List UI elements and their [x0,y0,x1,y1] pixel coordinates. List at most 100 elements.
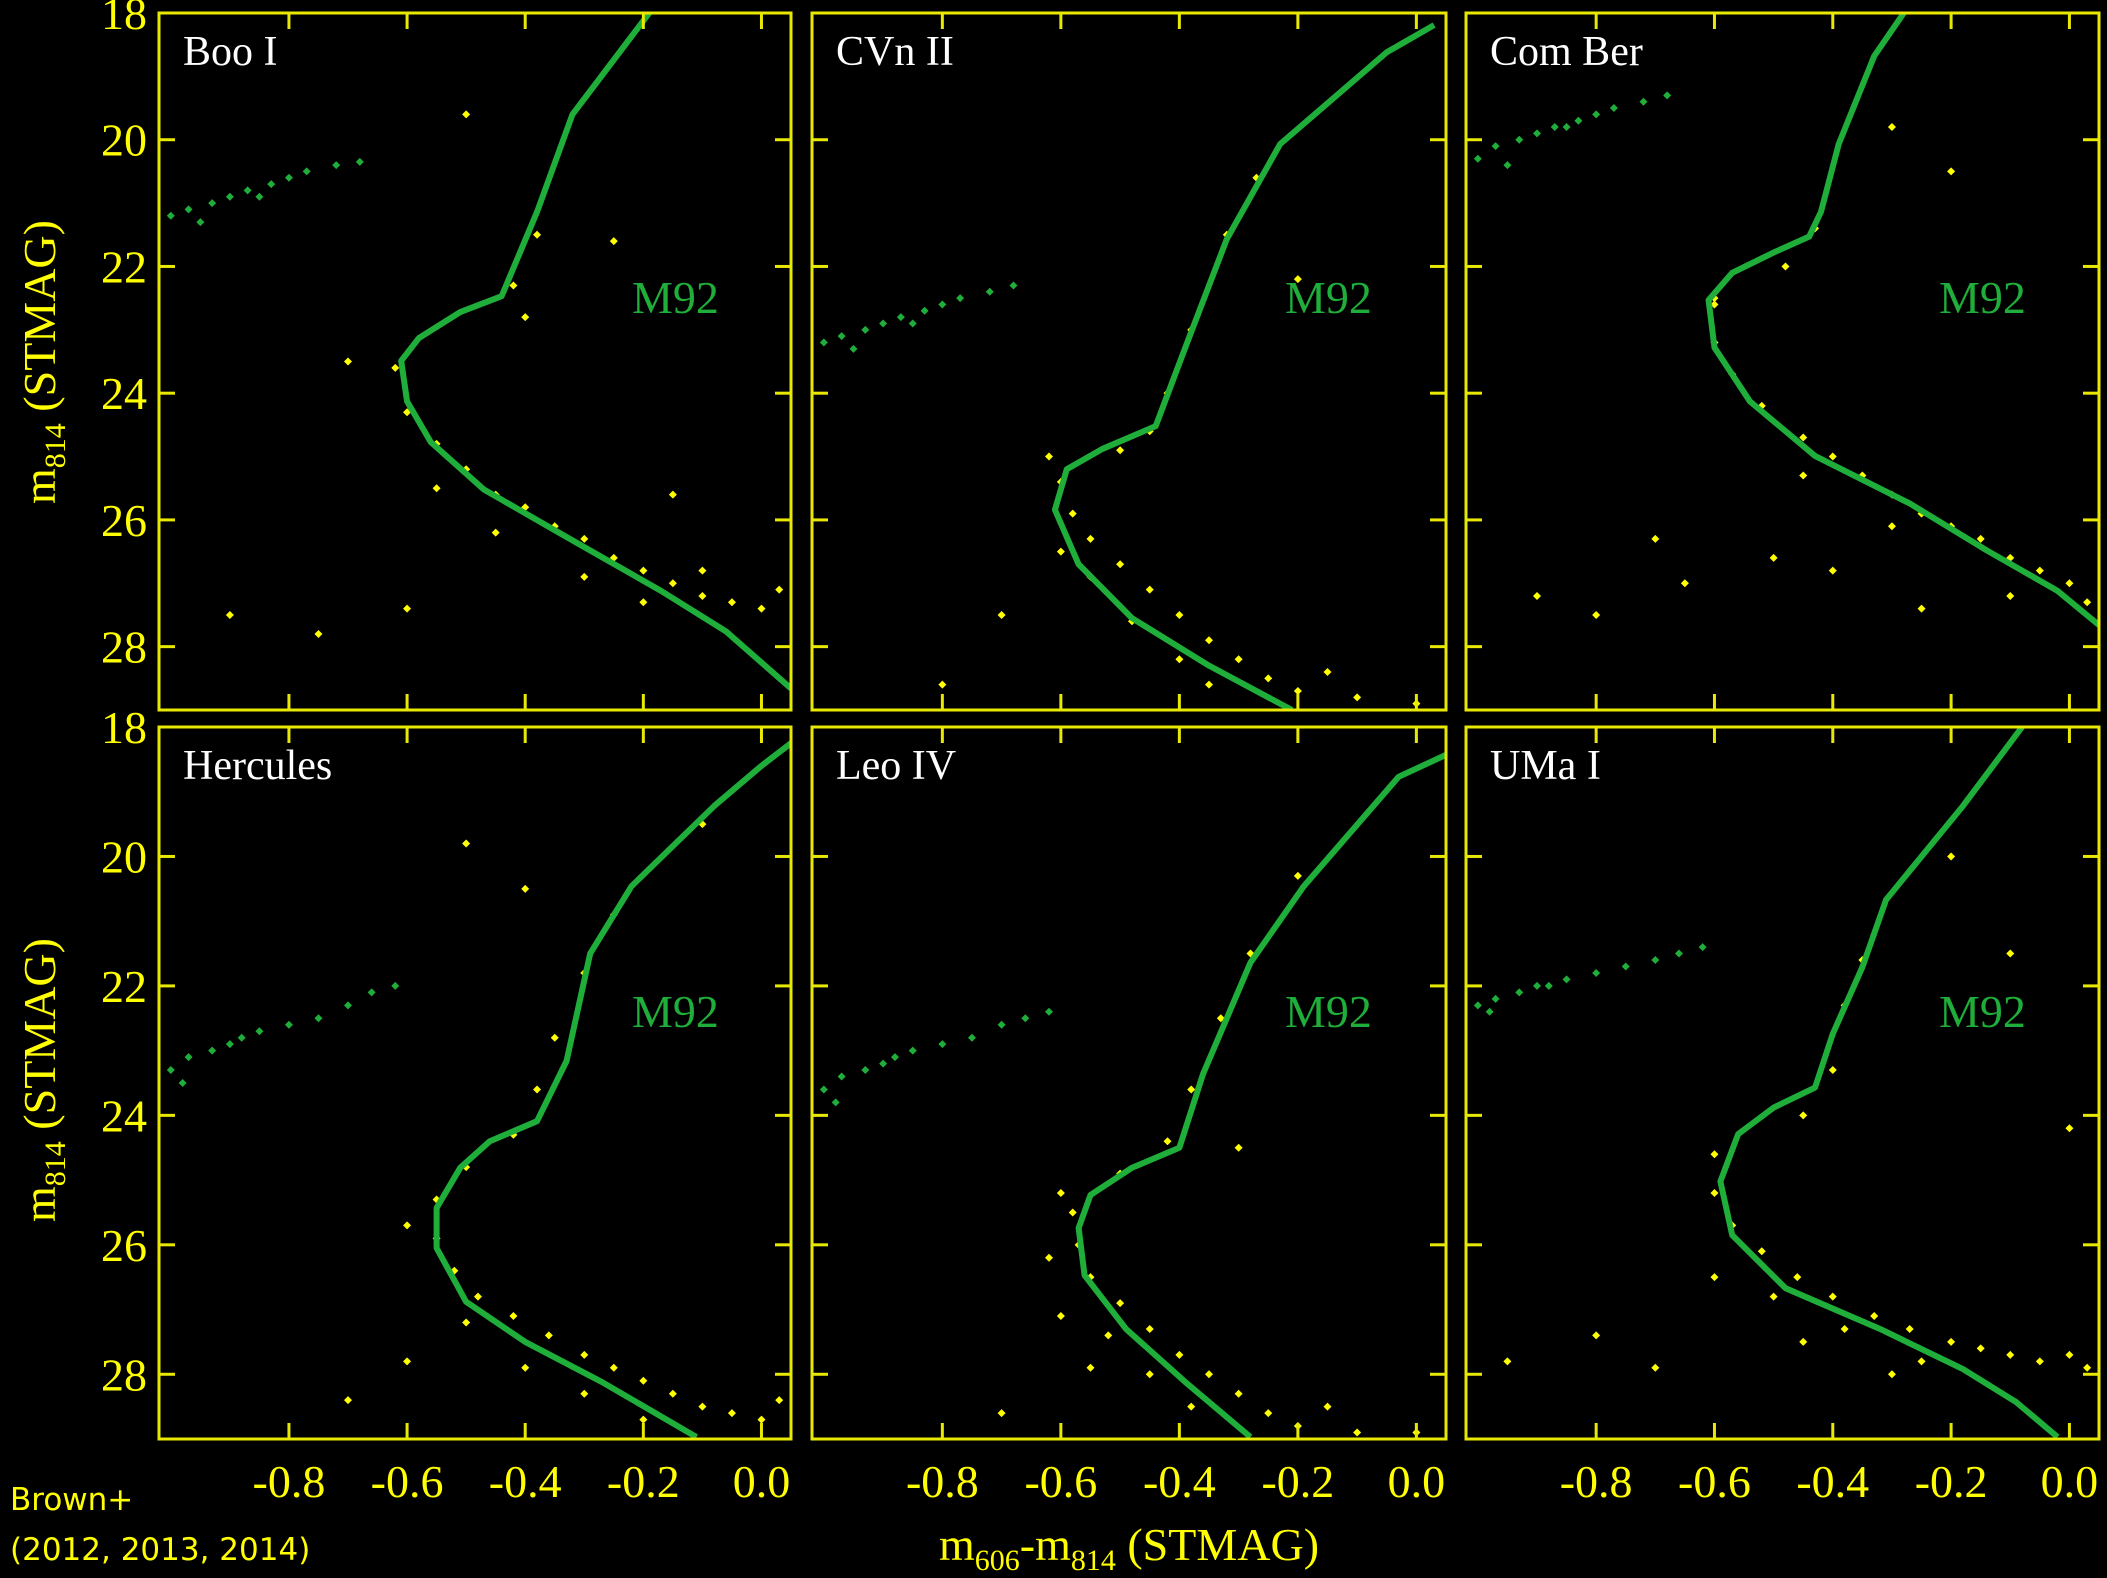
star-point [1651,956,1660,965]
star-point [2035,566,2044,575]
star-point [775,1396,784,1405]
star-point [1293,686,1302,695]
star-point [391,981,400,990]
star-point [1086,1363,1095,1372]
star-point [908,1046,917,1055]
star-point [1532,981,1541,990]
star-point [473,1292,482,1301]
star-point [668,1389,677,1398]
panel-frame [1464,725,2101,1441]
label-sub: 814 [39,423,72,468]
panel-frame [157,11,793,712]
star-point [1116,1299,1125,1308]
star-point [267,180,276,189]
star-point [1781,262,1790,271]
y-tick-label: 18 [101,702,147,753]
star-point [1204,1370,1213,1379]
star-point [1021,1014,1030,1023]
plot-area [1473,13,2099,628]
star-point [314,1014,323,1023]
x-tick-label: 0.0 [1388,1456,1446,1507]
star-point [1293,275,1302,284]
x-tick-label: -0.8 [906,1456,979,1507]
star-point [1175,655,1184,664]
star-point [302,167,311,176]
plot-area [166,740,791,1439]
isochrone-line [433,740,791,1439]
series-annotation: M92 [1939,272,2026,323]
star-point [1592,968,1601,977]
y-axis-label: m814 (STMAG) [14,220,72,504]
star-point [1045,1253,1054,1262]
star-point [580,572,589,581]
star-point [1045,452,1054,461]
y-tick-label: 24 [101,1090,147,1141]
star-point [896,313,905,322]
star-point [462,1318,471,1327]
star-point [1674,949,1683,958]
star-point [2065,1350,2074,1359]
y-tick-label: 20 [101,115,147,166]
star-point [2083,598,2092,607]
label-part: (STMAG) [14,220,65,423]
star-point [178,1079,187,1087]
y-axis-label: m814 (STMAG) [14,938,72,1222]
star-point [1698,943,1707,952]
label-part: (STMAG) [14,938,65,1141]
star-point [533,1085,542,1094]
star-point [775,585,784,594]
star-point [1145,585,1154,594]
panel: 18 20 22 24 26 28 -0.8 -0.6 -0.4 -0.2 0.0 Hercules M… [101,702,793,1507]
star-point [1264,674,1273,683]
star-point [208,199,217,208]
x-tick-label: 0.0 [733,1456,791,1507]
star-point [1828,452,1837,461]
star-point [391,363,400,372]
star-point [1905,1324,1914,1333]
y-tick-label: 24 [101,368,147,419]
star-point [580,1389,589,1398]
star-point [462,839,471,848]
panel-frame [157,725,793,1441]
star-point [1116,446,1125,455]
x-tick-label: -0.6 [371,1456,444,1507]
star-point [861,1066,870,1075]
series-annotation: M92 [1285,986,1372,1037]
star-point [403,1357,412,1366]
x-tick-label: -0.2 [1261,1456,1334,1507]
star-point [1086,534,1095,543]
star-point [1887,1370,1896,1379]
panel-title: Boo I [183,29,278,75]
star-point [757,1415,766,1424]
star-point [1757,1247,1766,1256]
star-point [1947,1337,1956,1346]
star-point [521,313,530,322]
star-point [533,230,542,239]
star-point [1799,1337,1808,1346]
y-tick-label: 28 [101,622,147,673]
panel-frame [810,11,1448,712]
star-point [255,1027,264,1036]
y-tick-label: 22 [101,241,147,292]
star-point [639,1376,648,1385]
isochrone-line [1051,22,1436,710]
star-point [284,1020,293,1029]
star-point [1353,1428,1362,1437]
label-part: m [14,468,65,504]
star-point [1887,522,1896,531]
star-point [1056,547,1065,556]
star-point [344,1001,353,1010]
panel-title: CVn II [836,29,954,75]
star-point [1621,962,1630,971]
star-point [1293,871,1302,880]
star-point [1799,1111,1808,1120]
y-tick-label: 26 [101,1220,147,1271]
star-point [1870,1312,1879,1321]
star-point [1828,566,1837,575]
x-tick-label: -0.4 [1796,1456,1869,1507]
star-point [255,192,264,201]
label-sub: 606 [975,1544,1020,1577]
star-point [1532,591,1541,600]
star-point [1574,116,1583,125]
